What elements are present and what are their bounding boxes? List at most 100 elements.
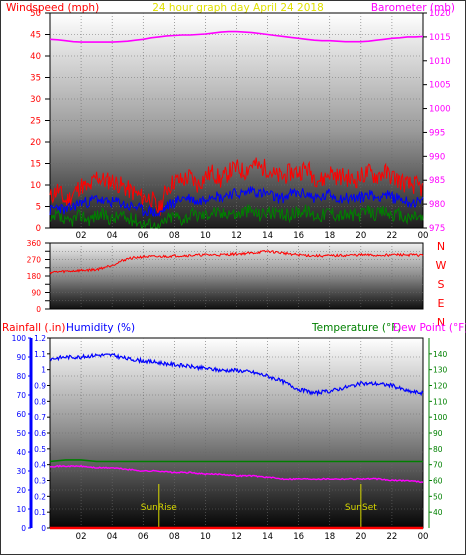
barometer-tick-label: 1010 bbox=[429, 57, 451, 67]
windspeed-tick-label: 10 bbox=[30, 181, 41, 191]
rainfall-tick-label: 0.9 bbox=[34, 382, 46, 391]
barometer-tick-label: 985 bbox=[429, 176, 445, 186]
windspeed-tick-label: 30 bbox=[30, 95, 41, 105]
barometer-tick-label: 1005 bbox=[429, 81, 451, 91]
humidity-tick-label: 20 bbox=[16, 486, 26, 495]
barometer-tick-label: 980 bbox=[429, 200, 445, 210]
temperature-series bbox=[49, 459, 423, 463]
compass-label: N bbox=[437, 240, 445, 253]
wind-gust-series bbox=[49, 157, 424, 216]
barometer-tick-label: 1020 bbox=[429, 9, 451, 19]
windspeed-axis: 0 5 10 15 20 25 30 35 40 45 50 bbox=[30, 9, 50, 234]
humidity-tick-label: 70 bbox=[16, 391, 26, 400]
windspeed-tick-label: 25 bbox=[30, 117, 41, 127]
barometer-tick-label: 975 bbox=[429, 224, 445, 234]
wind-x-tick-label: 10 bbox=[200, 231, 211, 241]
humidity-x-tick-label: 08 bbox=[169, 532, 180, 542]
wind-avg-line bbox=[49, 185, 424, 218]
direction-axis: 0 90 180 270 360 bbox=[27, 239, 50, 314]
humidity-tick-label: 100 bbox=[12, 334, 27, 343]
barometer-tick-label: 995 bbox=[429, 128, 445, 138]
windspeed-tick-label: 50 bbox=[30, 9, 41, 19]
wind-x-axis: 02 04 06 08 10 12 14 16 18 20 22 00 bbox=[76, 231, 429, 241]
temperature-tick-label: 80 bbox=[433, 445, 443, 454]
windspeed-tick-label: 15 bbox=[30, 160, 41, 170]
wind-x-tick-label: 02 bbox=[76, 231, 87, 241]
compass-label: E bbox=[438, 297, 445, 310]
humidity-tick-label: 90 bbox=[16, 353, 26, 362]
humidity-x-tick-label: 14 bbox=[262, 532, 273, 542]
wind-x-tick-label: 22 bbox=[387, 231, 398, 241]
humidity-series bbox=[49, 352, 424, 397]
humidity-tick-label: 80 bbox=[16, 372, 26, 381]
humidity-tick-label: 50 bbox=[16, 429, 26, 438]
rainfall-tick-label: 1.1 bbox=[34, 350, 46, 359]
humidity-x-axis: 02 04 06 08 10 12 14 16 18 20 22 00 bbox=[76, 532, 429, 542]
rainfall-tick-label: 1.2 bbox=[34, 334, 46, 343]
rainfall-title: Rainfall (.in) bbox=[2, 322, 65, 334]
temperature-tick-label: 40 bbox=[433, 508, 443, 517]
humidity-grid bbox=[50, 338, 423, 528]
windspeed-tick-label: 20 bbox=[30, 138, 41, 148]
wind-x-tick-label: 14 bbox=[262, 231, 273, 241]
humidity-x-tick-label: 20 bbox=[355, 532, 366, 542]
rainfall-tick-label: 0.5 bbox=[34, 445, 46, 454]
direction-tick-label: 360 bbox=[27, 239, 42, 248]
windspeed-tick-label: 40 bbox=[30, 52, 41, 62]
humidity-x-tick-label: 06 bbox=[138, 532, 149, 542]
direction-series bbox=[49, 250, 424, 275]
humidity-tick-label: 60 bbox=[16, 410, 26, 419]
humidity-x-tick-label: 04 bbox=[107, 532, 118, 542]
wind-x-tick-label: 12 bbox=[231, 231, 242, 241]
rainfall-tick-label: 0.4 bbox=[34, 461, 46, 470]
humidity-x-tick-label: 10 bbox=[200, 532, 211, 542]
temperature-tick-label: 120 bbox=[433, 382, 448, 391]
temperature-axis: 40 50 60 70 80 90 100 110 120 130 140 bbox=[428, 338, 448, 528]
temperature-title: Temperature (°F) bbox=[311, 322, 401, 334]
direction-tick-label: 90 bbox=[31, 289, 41, 298]
direction-tick-label: 0 bbox=[36, 305, 41, 314]
wind-x-tick-label: 06 bbox=[138, 231, 149, 241]
compass-label: W bbox=[436, 259, 447, 272]
humidity-axis: 0 10 20 30 40 50 60 70 80 90 100 bbox=[12, 334, 33, 533]
humidity-x-tick-label: 02 bbox=[76, 532, 87, 542]
compass-label: N bbox=[437, 316, 445, 329]
barometer-tick-label: 990 bbox=[429, 152, 445, 162]
humidity-x-tick-label: 22 bbox=[387, 532, 398, 542]
wind-low-line bbox=[49, 204, 424, 230]
rainfall-tick-label: 0.3 bbox=[34, 477, 46, 486]
wind-x-tick-label: 16 bbox=[293, 231, 304, 241]
rainfall-tick-label: 0.1 bbox=[34, 508, 46, 517]
humidity-tick-label: 30 bbox=[16, 467, 26, 476]
humidity-line bbox=[49, 352, 424, 397]
rainfall-tick-label: 0.8 bbox=[34, 397, 46, 406]
humidity-tick-label: 0 bbox=[21, 524, 26, 533]
humidity-x-tick-label: 00 bbox=[418, 532, 429, 542]
temperature-tick-label: 140 bbox=[433, 350, 448, 359]
rainfall-tick-label: 0.6 bbox=[34, 429, 46, 438]
wind-x-tick-label: 08 bbox=[169, 231, 180, 241]
humidity-tick-label: 40 bbox=[16, 448, 26, 457]
wind-x-tick-label: 18 bbox=[324, 231, 335, 241]
humidity-x-tick-label: 12 bbox=[231, 532, 242, 542]
direction-tick-label: 180 bbox=[27, 272, 42, 281]
temperature-tick-label: 70 bbox=[433, 461, 443, 470]
wind-avg-series bbox=[49, 185, 424, 218]
dewpoint-line bbox=[50, 464, 424, 484]
rainfall-tick-label: 1 bbox=[41, 366, 46, 375]
temperature-tick-label: 100 bbox=[433, 413, 448, 422]
barometer-axis: 975 980 985 990 995 1000 1005 1010 1015 1020 bbox=[423, 9, 451, 234]
barometer-title: Barometer (mb) bbox=[371, 2, 455, 14]
temperature-tick-label: 60 bbox=[433, 477, 443, 486]
humidity-x-tick-label: 18 bbox=[324, 532, 335, 542]
temperature-line bbox=[49, 459, 423, 463]
windspeed-tick-label: 35 bbox=[30, 74, 41, 84]
humidity-title: Humidity (%) bbox=[66, 322, 135, 334]
sun-events: SunRise SunSet bbox=[141, 484, 377, 528]
barometer-tick-label: 1015 bbox=[429, 33, 451, 43]
windspeed-tick-label: 0 bbox=[36, 224, 41, 234]
temperature-tick-label: 130 bbox=[433, 366, 448, 375]
windspeed-tick-label: 45 bbox=[30, 31, 41, 41]
compass-label: S bbox=[438, 278, 445, 291]
barometer-tick-label: 1000 bbox=[429, 105, 451, 115]
